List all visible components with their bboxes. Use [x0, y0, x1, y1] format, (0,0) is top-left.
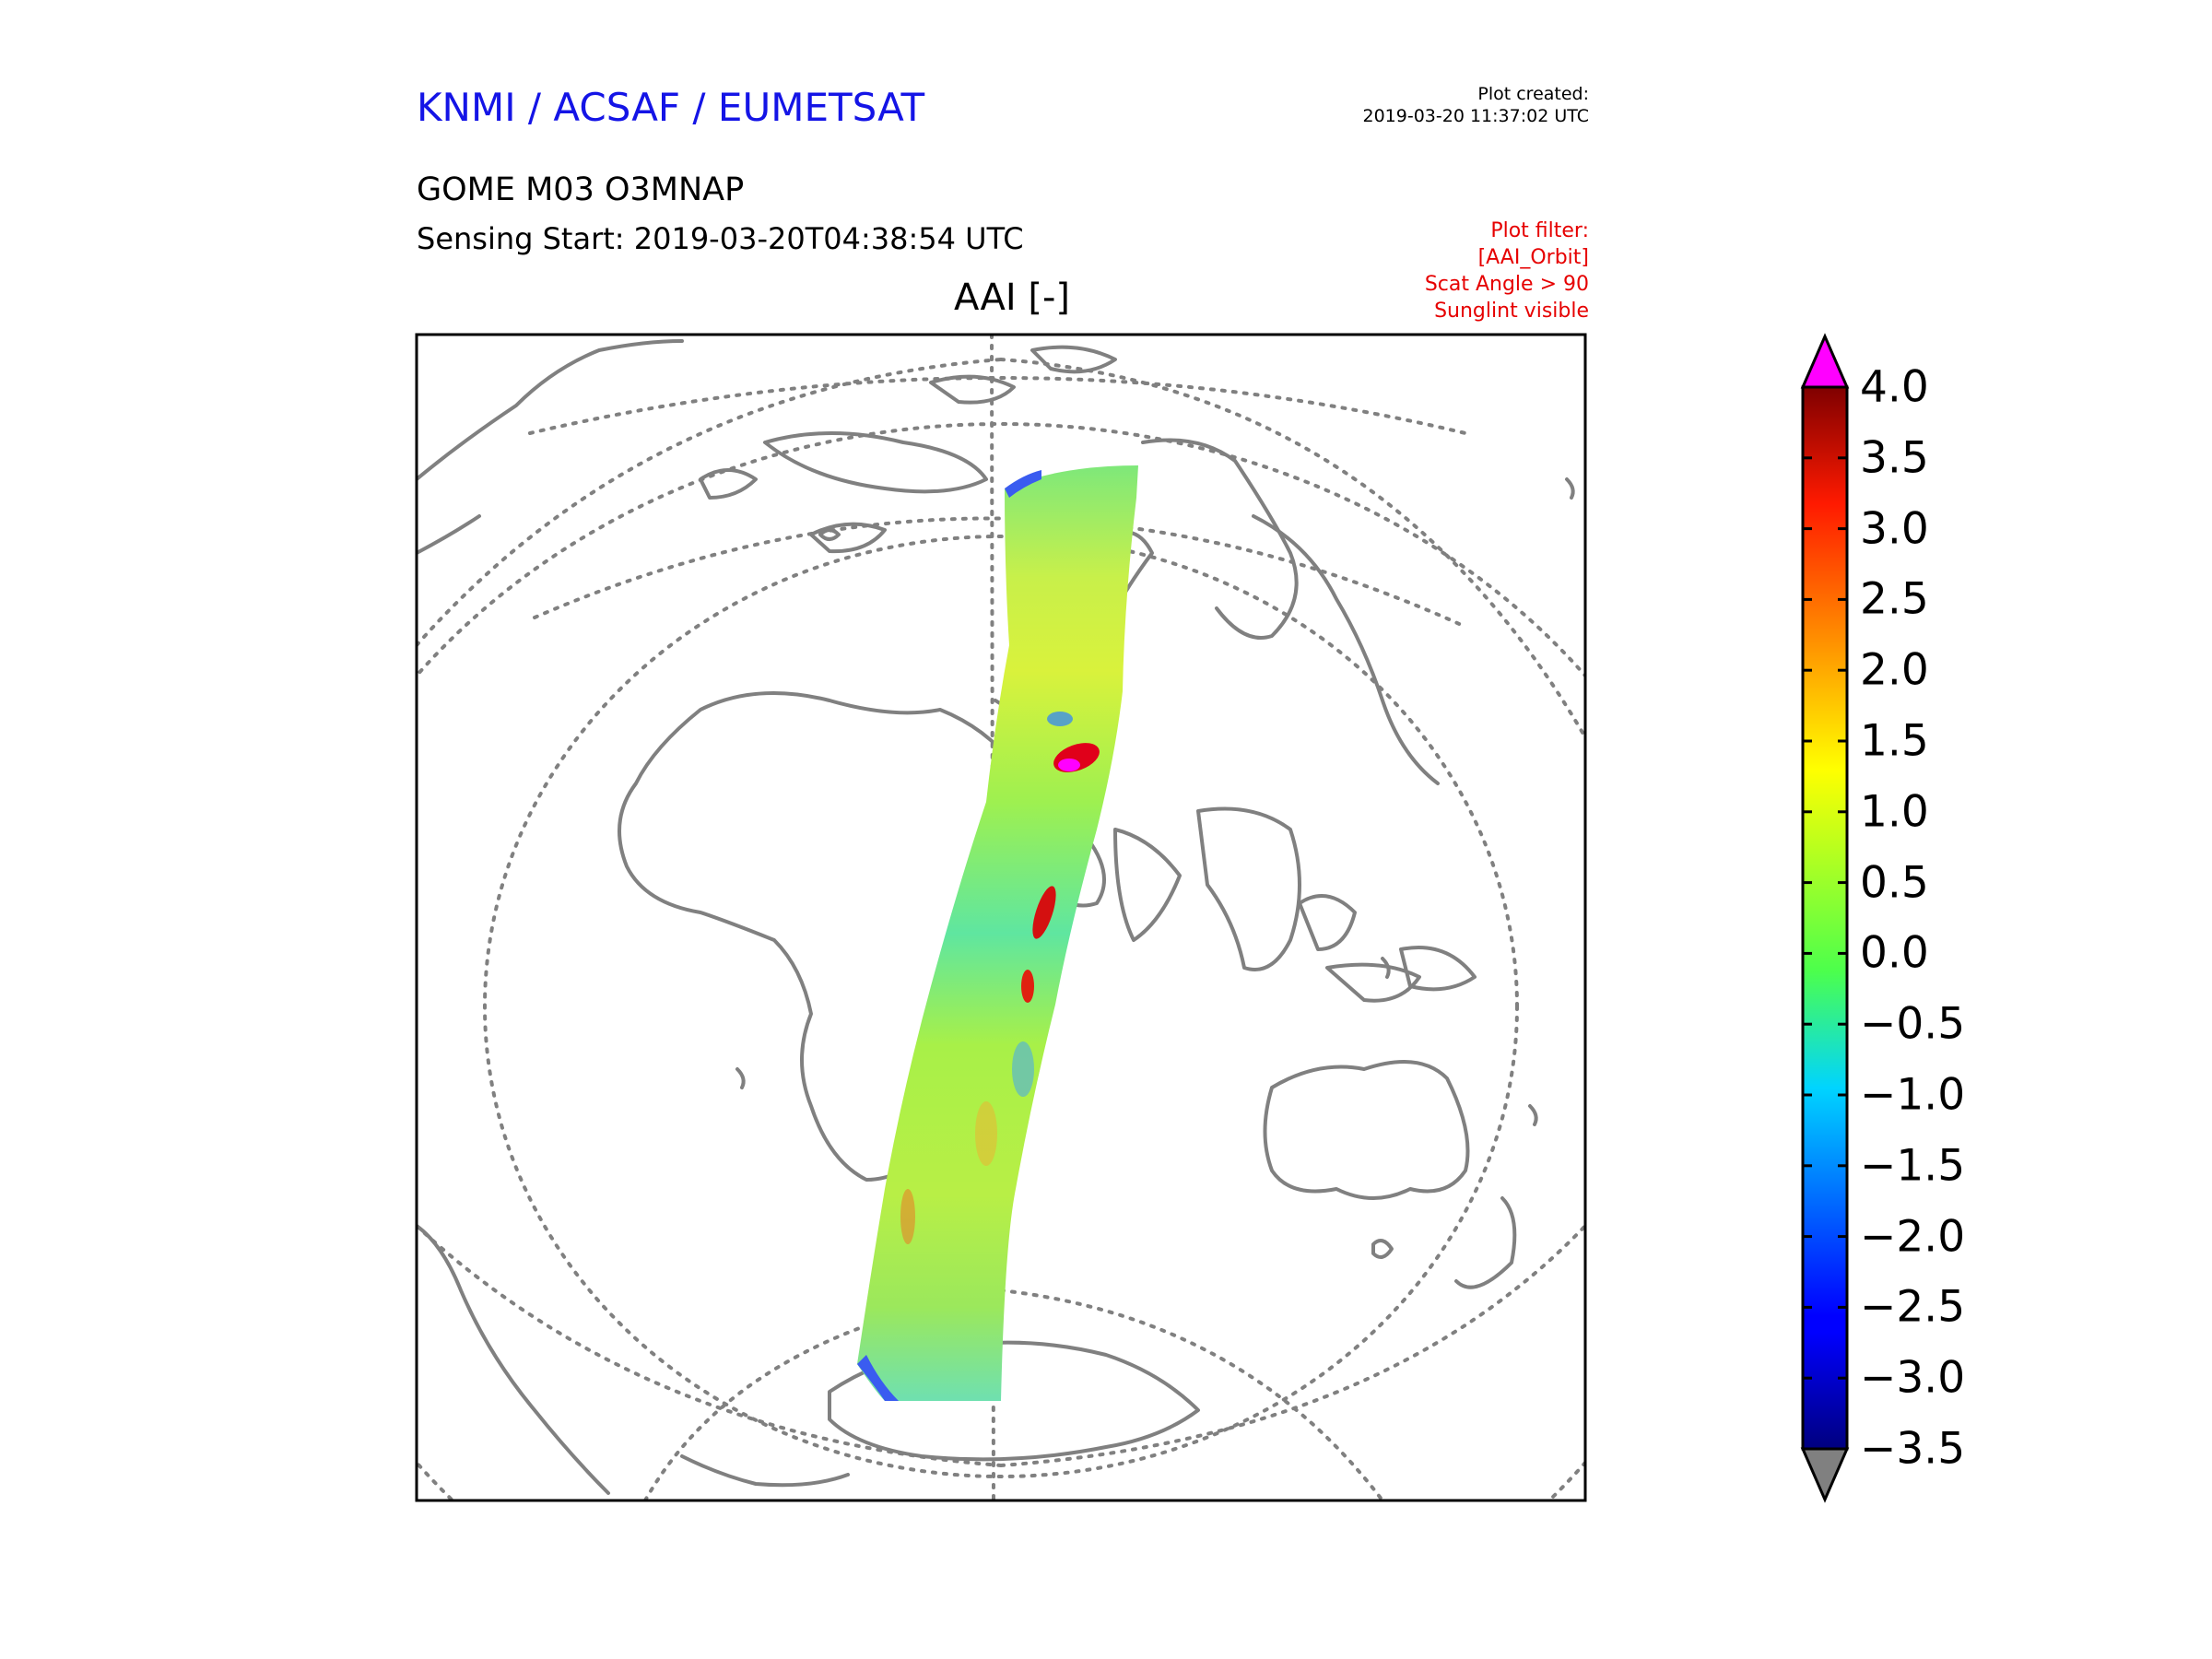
colorbar-gradient: [1801, 385, 1849, 1451]
plot-filter-line: Plot filter:: [1490, 219, 1589, 242]
product-title: GOME M03 O3MNAP: [417, 171, 745, 208]
colorbar-tick-label: 2.0: [1860, 644, 1929, 696]
plot-filter-line: Sunglint visible: [1434, 300, 1589, 323]
aai-swath: [857, 465, 1138, 1401]
colorbar-tick-label: −2.0: [1860, 1211, 1966, 1263]
org-title: KNMI / ACSAF / EUMETSAT: [417, 85, 925, 130]
map-frame: [415, 333, 1587, 1502]
plot-filter-line: [AAI_Orbit]: [1477, 246, 1589, 269]
colorbar-tick-label: −1.0: [1860, 1069, 1966, 1121]
map-title: AAI [-]: [954, 276, 1070, 319]
colorbar-tick-label: −0.5: [1860, 998, 1966, 1050]
colorbar-under-arrow: [1800, 1447, 1850, 1503]
colorbar-ticks: [1803, 385, 1847, 1451]
colorbar-tick-label: 2.5: [1860, 573, 1929, 625]
colorbar-tick-label: −2.5: [1860, 1281, 1966, 1333]
plot-filter: Plot filter: [AAI_Orbit] Scat Angle > 90…: [1425, 218, 1589, 324]
colorbar-tick-label: 1.5: [1860, 715, 1929, 767]
plot-filter-line: Scat Angle > 90: [1424, 273, 1589, 296]
colorbar-over-arrow: [1800, 333, 1850, 389]
colorbar-tick-label: 3.5: [1860, 432, 1929, 484]
colorbar-tick-label: 4.0: [1860, 361, 1929, 413]
colorbar-tick-label: −3.5: [1860, 1423, 1966, 1475]
colorbar-tick-label: −1.5: [1860, 1140, 1966, 1192]
swath-band: [857, 465, 1138, 1401]
colorbar-tick-label: 0.5: [1860, 857, 1929, 909]
colorbar-tick-label: −3.0: [1860, 1352, 1966, 1404]
colorbar-tick-label: 1.0: [1860, 786, 1929, 838]
plot-created: Plot created: 2019-03-20 11:37:02 UTC: [1363, 83, 1590, 127]
sensing-start: Sensing Start: 2019-03-20T04:38:54 UTC: [417, 221, 1024, 256]
colorbar-tick-label: 3.0: [1860, 503, 1929, 555]
colorbar: [1800, 333, 1850, 1503]
plot-created-time: 2019-03-20 11:37:02 UTC: [1362, 106, 1590, 126]
map-area: [417, 335, 1585, 1500]
colorbar-tick-label: 0.0: [1860, 927, 1929, 979]
plot-created-label: Plot created:: [1477, 84, 1589, 104]
